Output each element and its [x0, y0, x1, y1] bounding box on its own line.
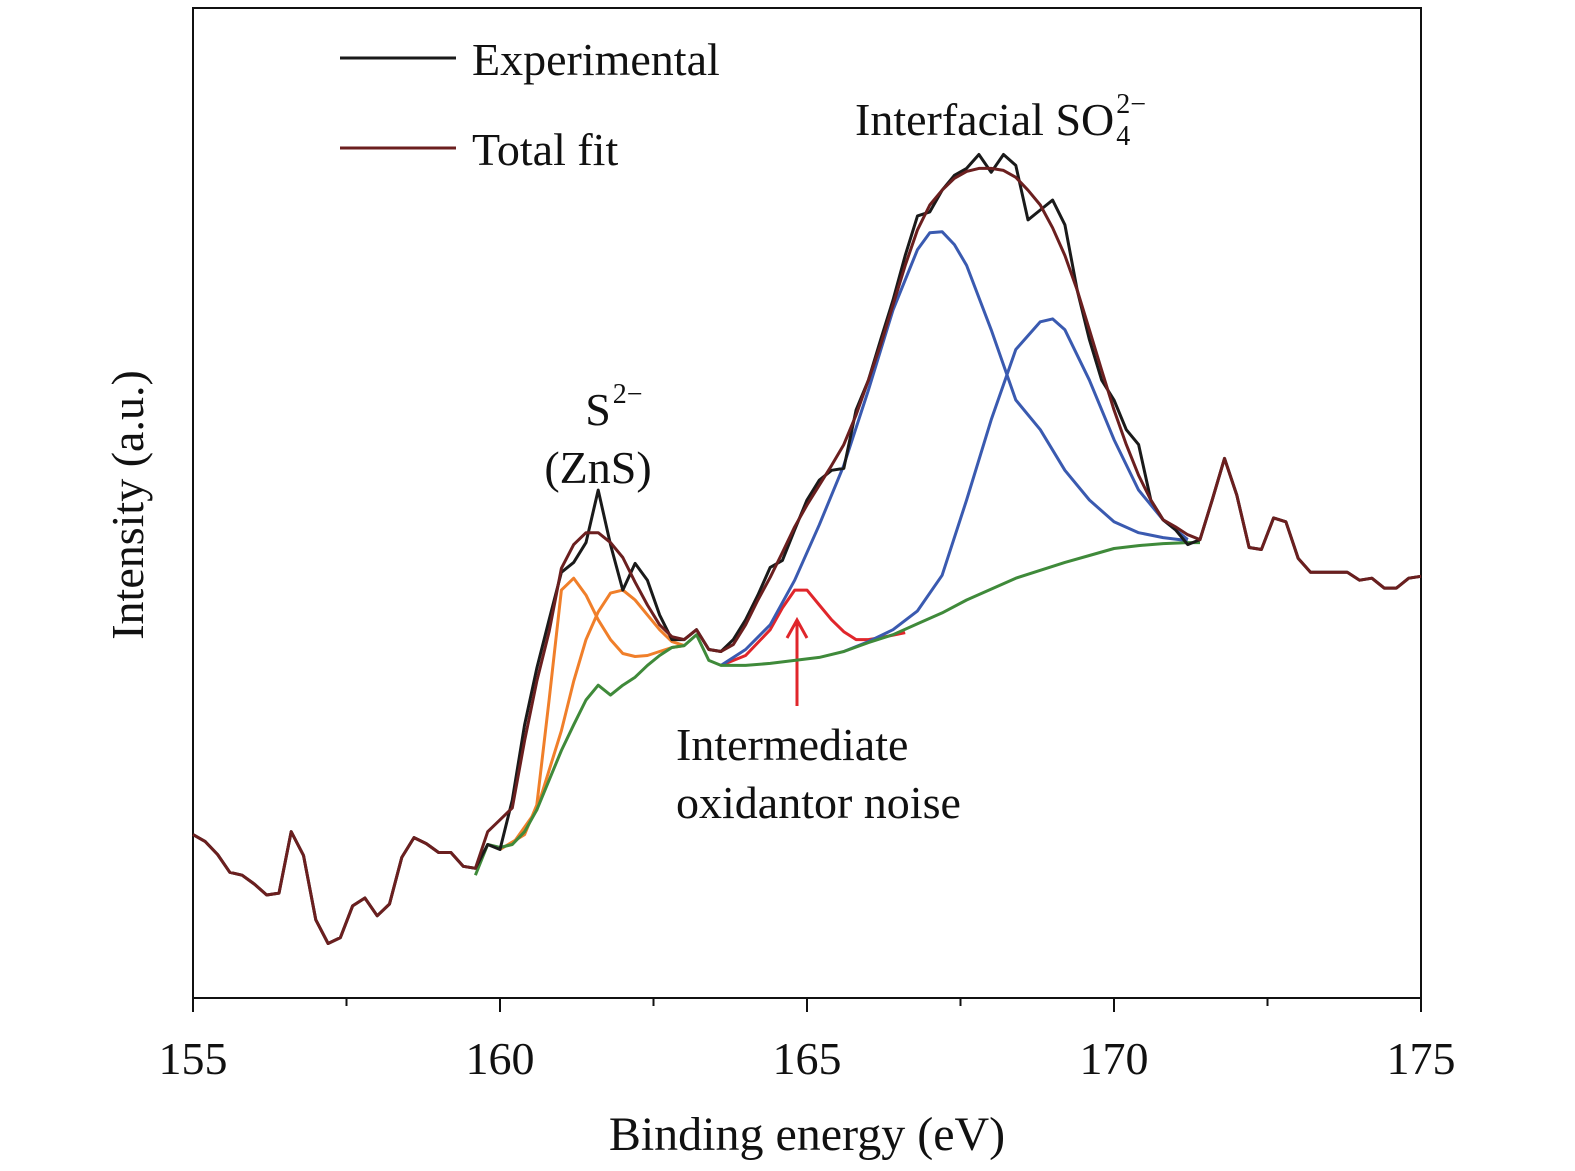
x-tick-label: 170 — [1080, 1033, 1149, 1084]
annotation: oxidantor noise — [676, 777, 961, 828]
series-line — [192, 166, 1422, 945]
annotation-superscript: 2− — [1116, 89, 1146, 120]
annotation: Interfacial SO — [855, 94, 1114, 145]
annotation: Intermediate — [676, 719, 908, 770]
series-line — [720, 230, 1188, 667]
series-line — [720, 588, 906, 667]
x-tick-label: 155 — [159, 1033, 228, 1084]
series-line — [843, 317, 1189, 653]
annotation: (ZnS) — [544, 442, 651, 493]
annotation-arrowhead — [785, 616, 809, 639]
series-line — [474, 541, 1200, 876]
legend-label: Total fit — [472, 124, 618, 175]
annotation-superscript: 2− — [613, 379, 643, 410]
annotation-subscript: 4 — [1116, 121, 1130, 152]
series-line — [511, 588, 685, 846]
y-axis-label: Intensity (a.u.) — [102, 370, 153, 640]
x-tick-label: 160 — [466, 1033, 535, 1084]
x-tick-label: 165 — [773, 1033, 842, 1084]
x-axis-label: Binding energy (eV) — [609, 1108, 1005, 1161]
series-line — [499, 576, 685, 851]
x-tick-label: 175 — [1387, 1033, 1456, 1084]
legend-label: Experimental — [472, 34, 720, 85]
annotation: S — [585, 384, 611, 435]
